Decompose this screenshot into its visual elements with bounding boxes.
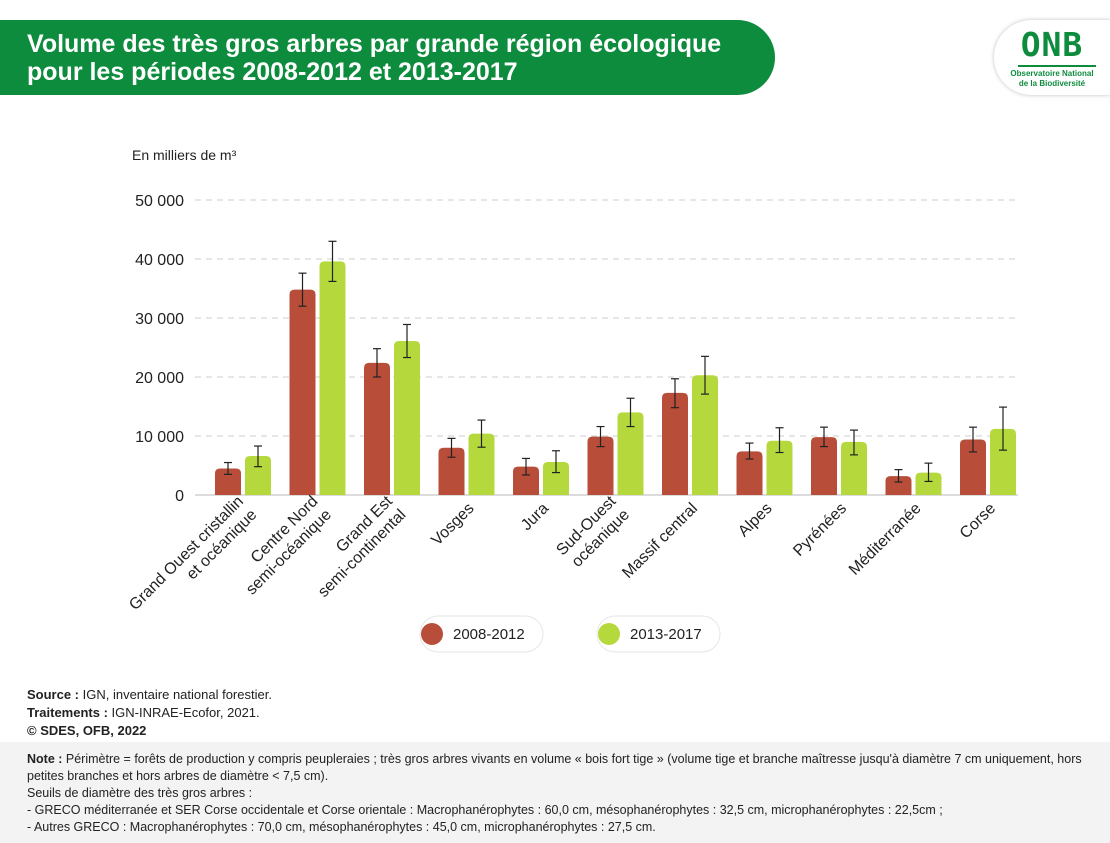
note-label: Note : <box>27 752 63 766</box>
note-panel <box>0 742 1110 843</box>
legend-swatch-2008-2012 <box>421 623 443 645</box>
copyright-text: © SDES, OFB, 2022 <box>27 723 147 738</box>
x-tick-label-line: Méditerranée <box>846 500 925 579</box>
note-line1: Note : Périmètre = forêts de production … <box>27 751 1097 785</box>
bar-2008-2012 <box>364 362 390 495</box>
source-label: Source : <box>27 687 80 702</box>
logo-subtitle-line2: de la Biodiversité <box>1018 79 1086 88</box>
x-tick-label: Massif central <box>619 500 701 582</box>
bar-2008-2012 <box>513 466 539 495</box>
logo-text: ONB <box>1020 25 1084 64</box>
y-tick-label: 40 000 <box>135 252 184 269</box>
title-banner <box>0 20 775 95</box>
chart-title: Volume des très gros arbres par grande r… <box>27 30 767 86</box>
bar-2013-2017 <box>766 440 793 495</box>
bar-2008-2012 <box>662 392 688 495</box>
legend-pill <box>596 615 721 653</box>
onb-logo: ONB Observatoire National de la Biodiver… <box>994 20 1110 95</box>
legend-swatch-2013-2017 <box>598 623 620 645</box>
bar-2008-2012 <box>811 437 837 495</box>
note-line2: Seuils de diamètre des très gros arbres … <box>27 786 253 800</box>
bar-2013-2017 <box>692 375 718 495</box>
y-tick-label: 20 000 <box>135 370 184 387</box>
treatment-text: IGN-INRAE-Ecofor, 2021. <box>107 705 260 720</box>
x-tick-label-line: Jura <box>518 500 552 534</box>
bar-chart: En milliers de m³ 0 10 000 20 000 30 000 40 0… <box>126 147 1018 653</box>
x-tick-label-line: Massif central <box>619 500 701 582</box>
logo-divider <box>1018 65 1096 67</box>
x-tick-label-line: Corse <box>957 500 999 542</box>
note-text: Périmètre = forêts de production y compr… <box>27 752 1082 783</box>
bar-2008-2012 <box>438 447 465 495</box>
bar-2008-2012 <box>587 436 614 495</box>
chart-title-line2: pour les périodes 2008-2012 et 2013-2017 <box>27 58 518 86</box>
x-tick-label-line: Alpes <box>735 500 775 540</box>
x-tick-label: Méditerranée <box>846 500 925 579</box>
x-tick-label: Corse <box>957 500 999 542</box>
y-tick-label: 0 <box>175 488 184 505</box>
y-tick-label: 30 000 <box>135 311 184 328</box>
bar-2013-2017 <box>617 412 644 495</box>
bar-2013-2017 <box>543 461 569 495</box>
bar-2013-2017 <box>394 341 420 495</box>
x-tick-label-line: Pyrénées <box>790 500 850 560</box>
bar-2013-2017 <box>841 441 867 495</box>
y-axis-title: En milliers de m³ <box>132 147 237 163</box>
note-block: Note : Périmètre = forêts de production … <box>27 751 1097 836</box>
x-tick-label: Grand Estsemi-continental <box>302 493 410 601</box>
bar-2008-2012 <box>289 289 316 495</box>
source-text: IGN, inventaire national forestier. <box>79 687 272 702</box>
x-tick-label: Jura <box>518 500 552 534</box>
y-tick-label: 50 000 <box>135 193 184 210</box>
bar-2013-2017 <box>468 433 495 495</box>
bar-2013-2017 <box>990 428 1016 495</box>
bar-2008-2012 <box>736 451 763 495</box>
y-tick-label: 10 000 <box>135 429 184 446</box>
legend-label: 2008-2012 <box>453 626 525 643</box>
bar-2008-2012 <box>215 468 241 495</box>
copyright-line: © SDES, OFB, 2022 <box>27 722 272 740</box>
bar-2008-2012 <box>960 439 986 495</box>
note-line4: - Autres GRECO : Macrophanérophytes : 70… <box>27 820 656 834</box>
treatment-line: Traitements : IGN-INRAE-Ecofor, 2021. <box>27 704 272 722</box>
chart-title-line1: Volume des très gros arbres par grande r… <box>27 30 722 58</box>
treatment-label: Traitements : <box>27 705 108 720</box>
logo-subtitle-line1: Observatoire National <box>1010 69 1094 78</box>
legend-pill <box>419 615 544 653</box>
legend-label: 2013-2017 <box>630 626 702 643</box>
x-tick-label-line: Vosges <box>428 500 477 549</box>
bar-2008-2012 <box>885 476 912 495</box>
logo-subtitle: Observatoire National de la Biodiversité <box>994 69 1110 89</box>
bar-2013-2017 <box>319 261 346 495</box>
x-tick-label: Grand Ouest cristallinet océanique <box>126 493 260 627</box>
bar-2013-2017 <box>245 456 271 495</box>
x-tick-label: Alpes <box>735 500 775 540</box>
bar-2013-2017 <box>915 472 942 495</box>
x-tick-label: Sud-Ouestocéanique <box>553 493 633 573</box>
x-tick-label: Vosges <box>428 500 477 549</box>
x-tick-label: Pyrénées <box>790 500 850 560</box>
source-block: Source : IGN, inventaire national forest… <box>27 686 272 740</box>
x-tick-label-line: Grand Ouest cristallin <box>126 493 247 614</box>
source-line: Source : IGN, inventaire national forest… <box>27 686 272 704</box>
note-line3: - GRECO méditerranée et SER Corse occide… <box>27 803 943 817</box>
